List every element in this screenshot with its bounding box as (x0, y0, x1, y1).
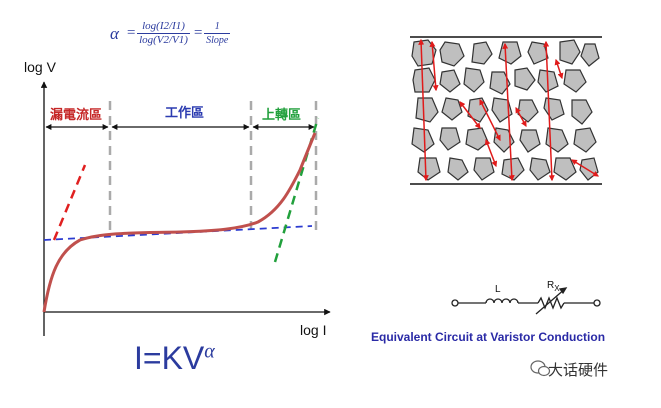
slope-denominator: Slope (206, 35, 229, 46)
resistor-label: RX (547, 280, 560, 293)
fraction-denominator: log(V2/V1) (139, 34, 188, 46)
watermark: 大话硬件 (548, 359, 608, 380)
inductor-symbol (485, 298, 519, 304)
slope-fraction: 1 Slope (204, 20, 231, 47)
wechat-icon (530, 360, 551, 377)
power-law-equation: I=KVα (134, 340, 215, 377)
log-ratio-fraction: log(I2/I1) log(V2/V1) (137, 20, 190, 47)
equals-sign: = (125, 25, 137, 41)
x-axis-label: log I (300, 322, 327, 338)
leakage-slope-line (52, 164, 87, 241)
variable-resistor-symbol (537, 296, 565, 310)
region-upturn-label: 上轉區 (262, 107, 302, 122)
region-working-label: 工作區 (165, 105, 205, 120)
region-boundaries (108, 101, 318, 236)
terminal-left (451, 299, 459, 307)
chart-axes (40, 81, 331, 336)
equivalent-circuit (451, 287, 601, 315)
slope-numerator: 1 (214, 21, 220, 32)
region-leakage-label: 漏電流區 (50, 107, 103, 122)
grain-structure (410, 36, 602, 185)
vi-curve (42, 132, 317, 313)
terminal-right (593, 299, 601, 307)
y-axis-label: log V (24, 59, 56, 75)
circuit-caption: Equivalent Circuit at Varistor Conductio… (371, 330, 606, 344)
power-law-base: I=KV (134, 340, 205, 376)
inductor-label: L (495, 284, 501, 295)
conduction-paths (418, 38, 600, 182)
alpha-symbol: α (110, 23, 119, 43)
fraction-numerator: log(I2/I1) (142, 20, 185, 32)
power-law-exponent: α (204, 340, 215, 363)
alpha-formula: α = log(I2/I1) log(V2/V1) = 1 Slope (110, 20, 231, 47)
watermark-text: 大话硬件 (548, 362, 609, 379)
